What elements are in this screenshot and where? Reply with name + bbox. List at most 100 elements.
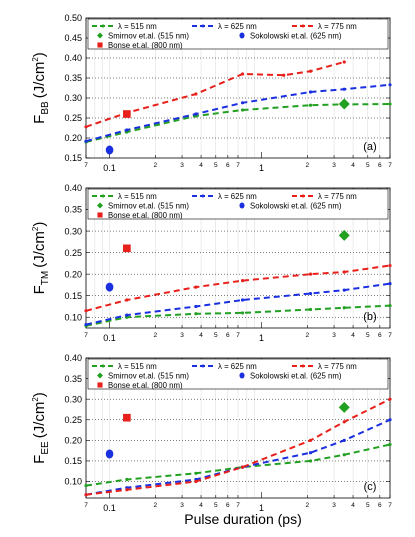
series-point: [308, 90, 313, 94]
series-point: [194, 112, 198, 116]
series-point: [84, 309, 88, 313]
legend-label: λ = 625 nm: [218, 22, 257, 31]
reference-point: [338, 401, 350, 413]
x-minor-tick-label: 2: [153, 162, 157, 169]
reference-point: [105, 145, 114, 155]
x-minor-tick-label: 2: [305, 332, 309, 339]
legend: λ = 515 nm λ = 625 nm λ = 775 nm Smirnov et…: [87, 18, 389, 50]
x-minor-tick-label: 3: [332, 502, 336, 509]
x-minor-tick-label: 7: [388, 502, 392, 509]
legend-label: λ = 515 nm: [118, 192, 157, 201]
y-tick-label: 0.30: [64, 226, 82, 236]
y-tick-label: 0.25: [64, 415, 82, 425]
series-point: [84, 125, 88, 129]
legend: λ = 515 nm λ = 625 nm λ = 775 nm Smirnov et…: [87, 188, 389, 220]
y-tick-label: 0.45: [64, 33, 82, 43]
series-point: [84, 322, 88, 327]
x-minor-tick-label: 4: [351, 162, 355, 169]
series-point: [388, 263, 392, 268]
legend-label: Sokolowski et.al. (625 nm): [250, 31, 342, 40]
y-tick-label: 0.35: [64, 374, 82, 384]
x-minor-tick-label: 5: [366, 502, 370, 509]
x-minor-tick-label: 6: [226, 502, 230, 509]
series-point: [388, 282, 392, 286]
x-minor-tick-label: 7: [388, 162, 392, 169]
x-minor-tick-label: 5: [214, 502, 218, 509]
x-minor-tick-label: 7: [236, 502, 240, 509]
legend-label: Smirnov et.al. (515 nm): [108, 371, 189, 380]
x-minor-tick-label: 4: [199, 502, 203, 509]
series-point: [308, 307, 313, 312]
x-minor-tick-label: 7: [84, 162, 88, 169]
panel-label: (b): [363, 311, 376, 323]
series-point: [342, 288, 346, 292]
y-tick-label: 0.20: [64, 436, 82, 446]
series-point: [342, 270, 346, 274]
legend-marker: [97, 42, 103, 48]
y-tick-label: 0.20: [64, 269, 82, 279]
series-point: [342, 87, 346, 91]
legend-line-dot: [201, 24, 205, 28]
series-point: [240, 465, 245, 469]
series-point: [240, 298, 245, 302]
reference-point: [123, 244, 131, 253]
series-point: [342, 438, 346, 442]
y-tick-label: 0.30: [64, 93, 82, 103]
series-point: [194, 304, 198, 309]
series-point: [308, 459, 313, 463]
y-tick-label: 0.25: [64, 113, 82, 123]
y-tick-label: 0.40: [64, 183, 82, 193]
y-tick-label: 0.30: [64, 394, 82, 404]
x-minor-tick-label: 6: [226, 162, 230, 169]
x-minor-tick-label: 7: [388, 332, 392, 339]
x-minor-tick-label: 4: [351, 502, 355, 509]
x-minor-tick-label: 3: [180, 162, 184, 169]
series-point: [240, 101, 245, 105]
series-point: [342, 453, 346, 457]
reference-point: [105, 449, 114, 459]
legend-line-dot: [301, 194, 305, 198]
series-point: [308, 272, 313, 276]
series-point: [240, 108, 245, 112]
x-minor-tick-label: 3: [332, 332, 336, 339]
y-tick-label: 0.10: [64, 312, 82, 322]
y-axis-label: FEE(J/cm2): [31, 392, 51, 464]
legend-label: Sokolowski et.al. (625 nm): [250, 201, 342, 210]
panel-label: (a): [363, 141, 376, 153]
legend-line-dot: [201, 194, 205, 198]
legend-marker: [239, 372, 245, 379]
legend-label: λ = 625 nm: [218, 192, 257, 201]
series-point: [125, 477, 129, 482]
series-point: [388, 418, 392, 422]
x-minor-tick-label: 6: [226, 332, 230, 339]
x-axis-label: Pulse duration (ps): [184, 511, 302, 527]
series-point: [342, 420, 346, 424]
legend-marker: [97, 382, 103, 388]
legend-marker: [239, 32, 245, 39]
series-point: [194, 471, 198, 475]
legend-marker: [97, 372, 103, 379]
series-point: [125, 488, 129, 492]
legend-box: [87, 358, 389, 390]
reference-point: [123, 413, 131, 422]
x-minor-tick-label: 4: [199, 332, 203, 339]
chart-panel: 0.100.150.200.250.300.350.400.1 17 2 3 4 5 6 7 2…: [31, 183, 392, 343]
legend-line-dot: [301, 364, 305, 368]
series-point: [84, 139, 88, 143]
y-tick-label: 0.15: [64, 456, 82, 466]
x-minor-tick-label: 5: [366, 162, 370, 169]
series-point: [240, 311, 245, 315]
x-tick-label: 0.1: [103, 333, 116, 343]
reference-point: [105, 282, 114, 292]
y-axis-label: FBB(J/cm2): [31, 52, 51, 124]
y-tick-label: 0.15: [64, 291, 82, 301]
legend-line-dot: [301, 24, 305, 28]
legend-line-dot: [201, 364, 205, 368]
series-point: [240, 279, 245, 283]
series-point: [308, 451, 313, 455]
series-point: [388, 304, 392, 308]
y-tick-label: 0.35: [64, 205, 82, 215]
legend-label: Bonse et.al. (800 nm): [108, 381, 183, 390]
series-point: [125, 313, 129, 317]
legend-marker: [97, 212, 103, 218]
